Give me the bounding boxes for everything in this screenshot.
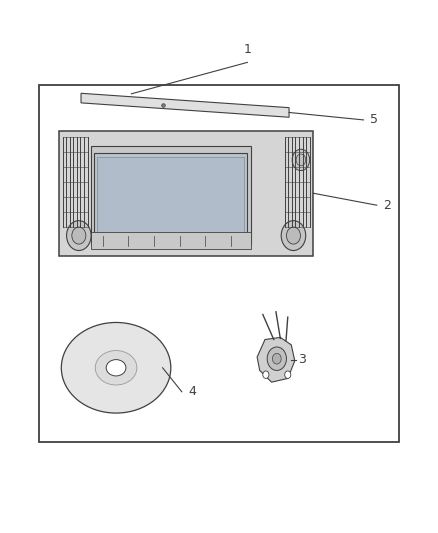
Polygon shape [81,93,289,117]
Bar [59,131,313,256]
Circle shape [72,227,86,244]
Text: 4: 4 [188,385,196,398]
Bar [97,157,244,237]
Ellipse shape [61,322,171,413]
Ellipse shape [106,360,126,376]
Text: 3: 3 [298,353,306,366]
Bar [94,153,247,241]
Bar [39,85,399,442]
Text: 5: 5 [370,114,378,126]
Circle shape [67,221,91,251]
Circle shape [296,154,306,166]
Circle shape [292,149,310,171]
Circle shape [272,353,281,364]
Text: 2: 2 [383,199,391,212]
Circle shape [285,371,291,378]
Circle shape [286,227,300,244]
Ellipse shape [95,351,137,385]
Circle shape [267,347,286,370]
Polygon shape [257,337,295,382]
Circle shape [281,221,306,251]
Bar [91,232,251,249]
Bar [91,146,251,244]
Circle shape [263,371,269,378]
Text: 1: 1 [244,43,251,56]
